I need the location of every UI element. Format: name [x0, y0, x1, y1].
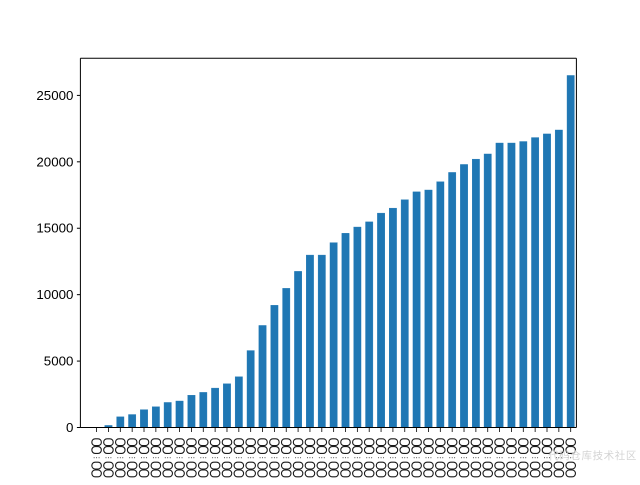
svg-text:0: 0 — [66, 420, 73, 435]
svg-text:20000: 20000 — [36, 154, 73, 169]
svg-text:25000: 25000 — [36, 88, 73, 103]
svg-text:10000: 10000 — [36, 287, 73, 302]
svg-text:代码仓库技术社区: 代码仓库技术社区 — [548, 449, 637, 462]
svg-text:5000: 5000 — [44, 354, 74, 369]
svg-text:15000: 15000 — [36, 221, 73, 236]
